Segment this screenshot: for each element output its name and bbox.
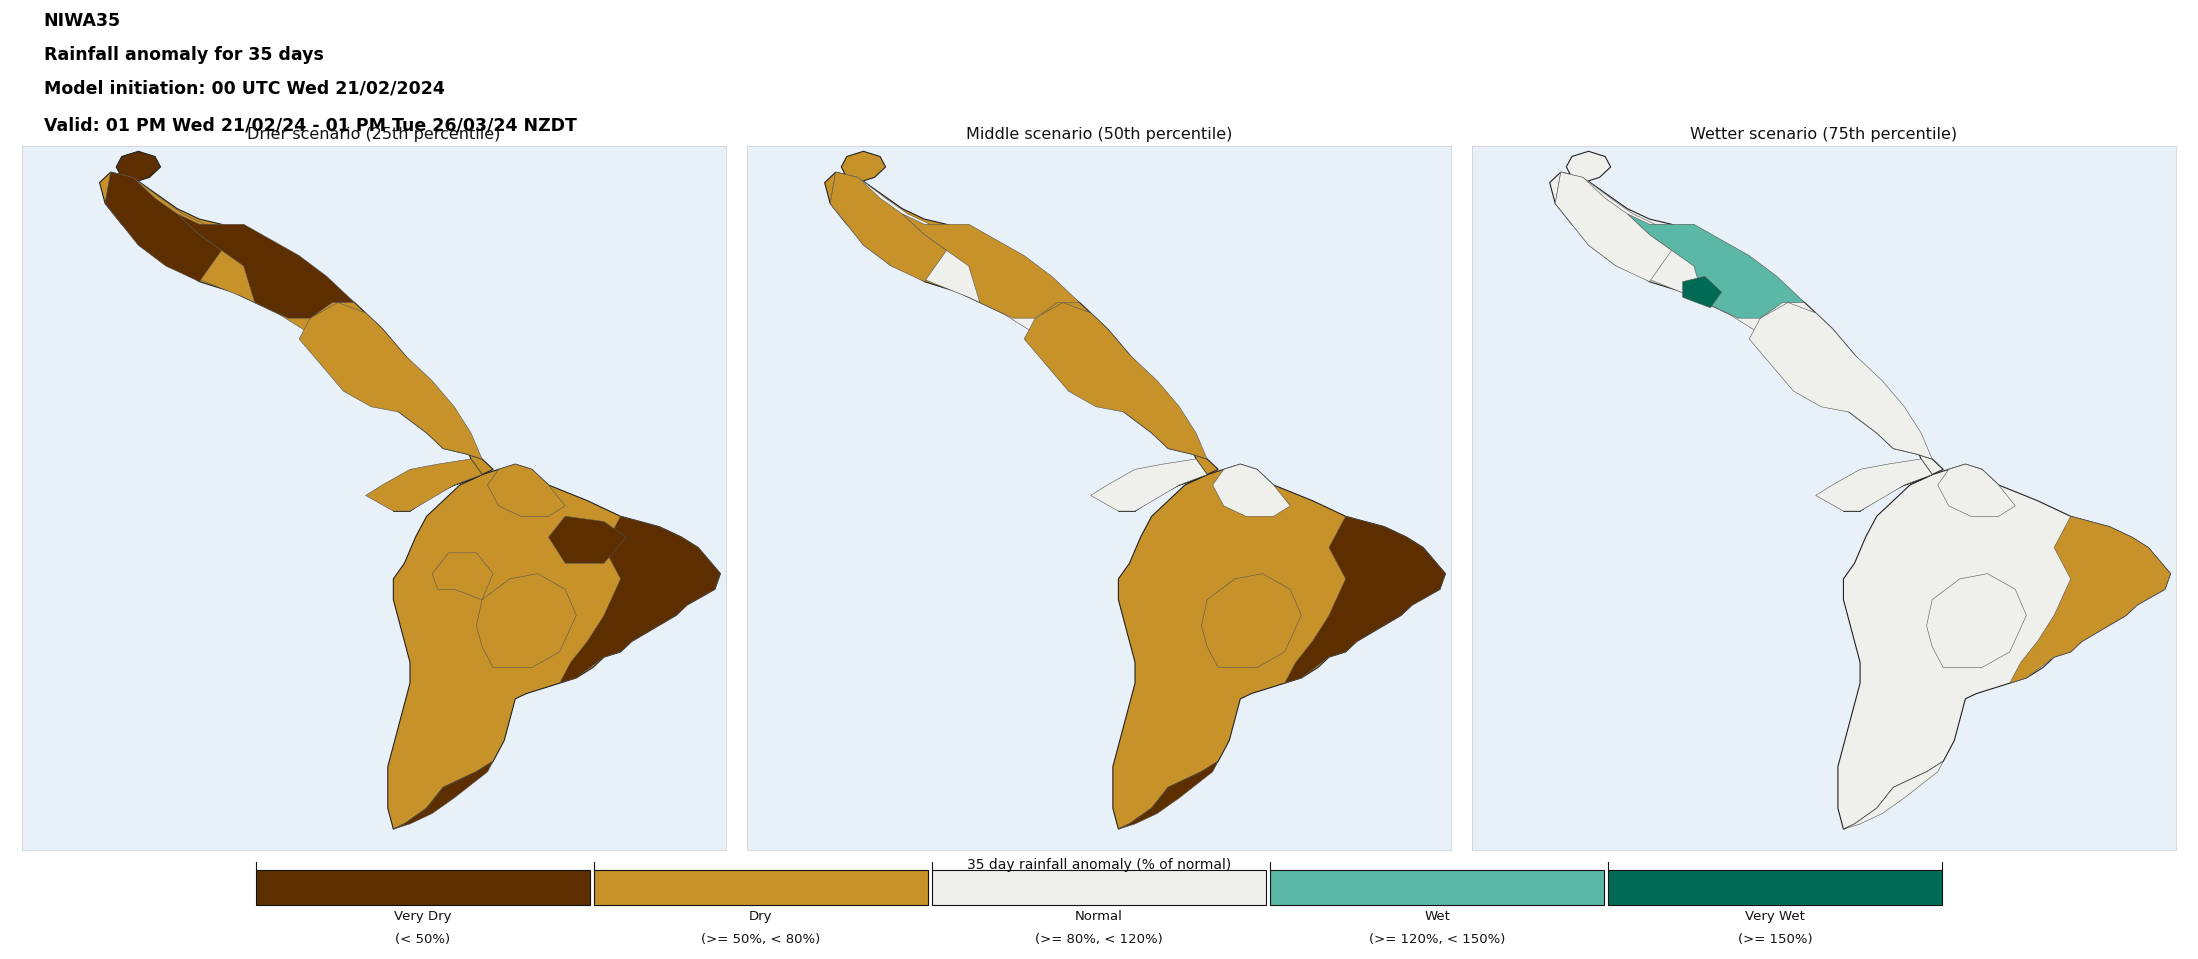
Polygon shape	[1939, 464, 2016, 516]
Polygon shape	[831, 173, 947, 282]
Polygon shape	[116, 152, 160, 182]
Polygon shape	[1550, 173, 1943, 511]
Polygon shape	[433, 552, 492, 599]
Title: Middle scenario (50th percentile): Middle scenario (50th percentile)	[965, 128, 1233, 142]
Polygon shape	[560, 516, 721, 683]
Text: (>= 120%, < 150%): (>= 120%, < 150%)	[1369, 933, 1506, 946]
Polygon shape	[901, 214, 1079, 318]
Polygon shape	[1112, 464, 1446, 830]
Text: "Normal" is the perentage relative to a climatology and the
forecast. The climat: "Normal" is the perentage relative to a …	[44, 146, 358, 182]
Polygon shape	[106, 173, 222, 282]
Polygon shape	[477, 573, 576, 667]
Polygon shape	[1284, 516, 1446, 683]
Title: Wetter scenario (75th percentile): Wetter scenario (75th percentile)	[1690, 128, 1958, 142]
Polygon shape	[550, 516, 626, 563]
Polygon shape	[1684, 276, 1721, 308]
Polygon shape	[2009, 516, 2169, 683]
Text: (< 50%): (< 50%)	[396, 933, 451, 946]
Polygon shape	[178, 214, 354, 318]
Polygon shape	[365, 459, 481, 511]
Polygon shape	[842, 152, 886, 182]
Polygon shape	[1119, 761, 1218, 830]
Polygon shape	[824, 173, 1218, 511]
Text: (>= 50%, < 80%): (>= 50%, < 80%)	[701, 933, 820, 946]
Text: (>= 150%): (>= 150%)	[1739, 933, 1813, 946]
Polygon shape	[1816, 459, 1932, 511]
Text: Very Wet: Very Wet	[1745, 910, 1805, 924]
Text: 35 day rainfall anomaly (% of normal): 35 day rainfall anomaly (% of normal)	[967, 857, 1231, 872]
Polygon shape	[1024, 302, 1207, 459]
Polygon shape	[1928, 573, 2027, 667]
Polygon shape	[1202, 573, 1301, 667]
Polygon shape	[1556, 173, 1827, 391]
Text: Normal: Normal	[1075, 910, 1123, 924]
Text: Dry: Dry	[750, 910, 771, 924]
Polygon shape	[393, 761, 492, 830]
Polygon shape	[1838, 464, 2169, 830]
Polygon shape	[106, 173, 376, 391]
Polygon shape	[1567, 152, 1611, 182]
Polygon shape	[1627, 214, 1805, 318]
Text: (>= 80%, < 120%): (>= 80%, < 120%)	[1035, 933, 1163, 946]
Text: Very Dry: Very Dry	[393, 910, 451, 924]
Polygon shape	[488, 464, 565, 516]
Polygon shape	[99, 173, 492, 511]
Polygon shape	[387, 464, 721, 830]
Text: Valid: 01 PM Wed 21/02/24 - 01 PM Tue 26/03/24 NZDT: Valid: 01 PM Wed 21/02/24 - 01 PM Tue 26…	[44, 116, 576, 134]
Text: Rainfall anomaly for 35 days: Rainfall anomaly for 35 days	[44, 46, 323, 64]
Polygon shape	[1213, 464, 1290, 516]
Text: NIWA35: NIWA35	[44, 12, 121, 30]
Text: Model initiation: 00 UTC Wed 21/02/2024: Model initiation: 00 UTC Wed 21/02/2024	[44, 80, 444, 98]
Polygon shape	[1844, 761, 1943, 830]
Title: Drier scenario (25th percentile): Drier scenario (25th percentile)	[246, 128, 501, 142]
Polygon shape	[1750, 302, 1932, 459]
Text: Wet: Wet	[1424, 910, 1451, 924]
Polygon shape	[299, 302, 481, 459]
Polygon shape	[1556, 173, 1673, 282]
Polygon shape	[1090, 459, 1207, 511]
Polygon shape	[831, 173, 1101, 391]
